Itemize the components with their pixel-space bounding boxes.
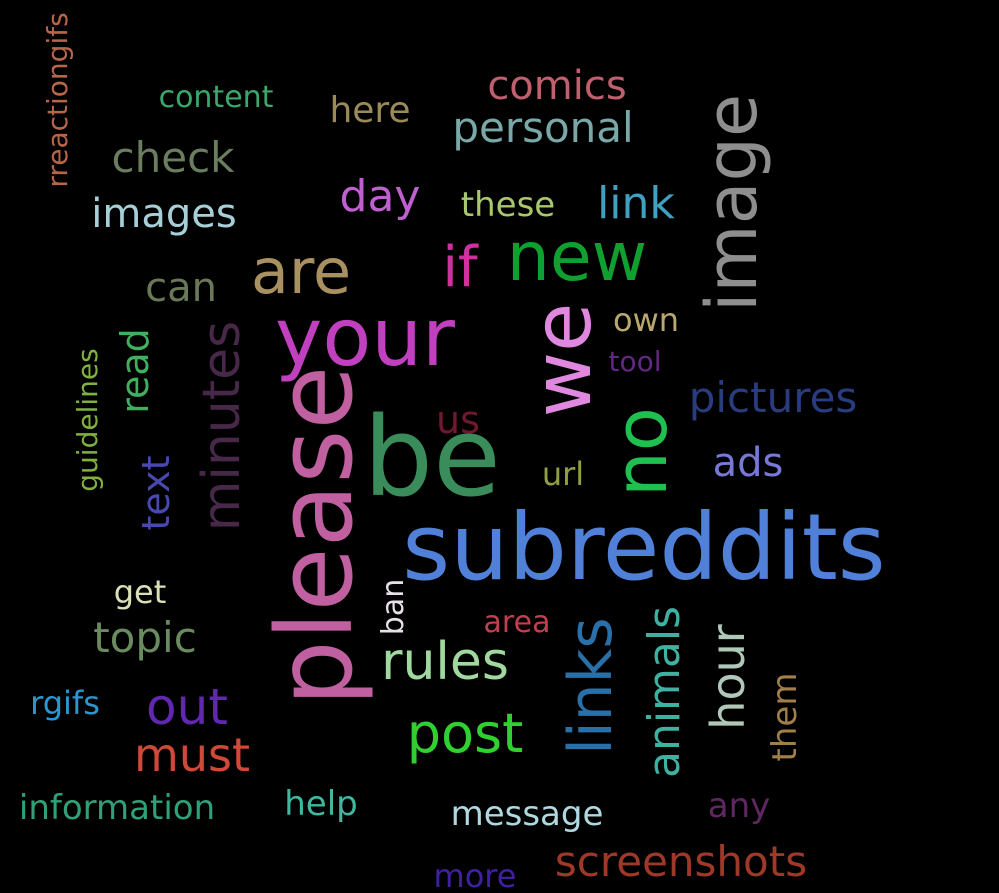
- word-please: please: [254, 365, 376, 707]
- word-url: url: [541, 455, 585, 493]
- word-we: we: [516, 302, 609, 418]
- word-screenshots: screenshots: [554, 837, 808, 886]
- word-rules: rules: [381, 632, 509, 692]
- word-animals: animals: [639, 605, 690, 779]
- word-links: links: [556, 617, 626, 755]
- word-these: these: [460, 185, 556, 225]
- word-hour: hour: [701, 624, 755, 730]
- word-read: read: [113, 328, 157, 414]
- word-link: link: [597, 178, 675, 229]
- word-images: images: [91, 191, 237, 237]
- word-any: any: [707, 786, 771, 826]
- word-area: area: [483, 605, 551, 640]
- word-them: them: [765, 672, 805, 762]
- word-post: post: [406, 702, 524, 765]
- word-rreactiongifs: rreactiongifs: [41, 12, 74, 188]
- word-here: here: [329, 90, 411, 131]
- word-new: new: [506, 218, 648, 297]
- word-subreddits: subreddits: [402, 494, 886, 601]
- word-rgifs: rgifs: [30, 684, 100, 722]
- word-us: us: [436, 398, 480, 442]
- word-text: text: [134, 455, 178, 531]
- word-tool: tool: [608, 345, 662, 378]
- word-own: own: [612, 301, 680, 339]
- word-image: image: [691, 93, 773, 313]
- word-minutes: minutes: [192, 320, 252, 532]
- word-can: can: [145, 265, 217, 311]
- word-help: help: [284, 784, 358, 824]
- word-information: information: [18, 788, 216, 828]
- word-guidelines: guidelines: [71, 348, 104, 492]
- word-check: check: [111, 133, 235, 182]
- word-no: no: [599, 407, 683, 497]
- word-are: are: [250, 235, 352, 308]
- word-pictures: pictures: [688, 373, 858, 422]
- word-if: if: [442, 235, 478, 300]
- word-get: get: [113, 573, 167, 611]
- word-your: your: [275, 291, 455, 384]
- word-out: out: [146, 678, 228, 736]
- word-content: content: [158, 80, 274, 115]
- word-be: be: [363, 393, 501, 521]
- word-topic: topic: [93, 613, 197, 662]
- word-day: day: [339, 171, 421, 222]
- word-ads: ads: [712, 440, 784, 486]
- word-must: must: [134, 728, 250, 782]
- word-message: message: [450, 794, 604, 834]
- word-comics: comics: [487, 63, 627, 109]
- word-more: more: [433, 857, 517, 893]
- word-personal: personal: [452, 103, 634, 152]
- word-ban: ban: [376, 578, 411, 636]
